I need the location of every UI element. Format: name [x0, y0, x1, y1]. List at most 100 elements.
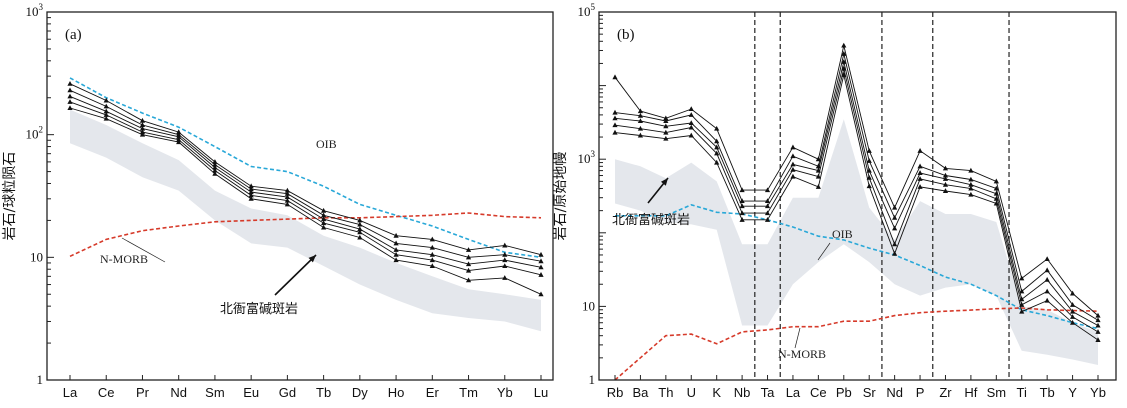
- x-tick-label: Th: [658, 385, 673, 400]
- sample-point: [321, 224, 327, 230]
- x-tick-label: Pr: [136, 385, 150, 400]
- sample-point: [139, 131, 146, 137]
- sample-point: [139, 129, 146, 135]
- sample-point: [465, 277, 472, 283]
- x-tick-label: Ta: [761, 385, 776, 400]
- nmorb-pointer: [794, 327, 801, 349]
- y-tick-label: 10: [30, 249, 43, 264]
- sample-point: [67, 99, 73, 104]
- sample-point: [357, 226, 363, 232]
- sample-point: [393, 251, 399, 257]
- sample-point: [538, 258, 544, 264]
- sample-point: [465, 254, 472, 260]
- sample-point: [212, 161, 218, 167]
- sample-point: [1044, 276, 1050, 282]
- y-tick-label: 102: [26, 125, 44, 142]
- sample-point: [815, 184, 821, 189]
- sample-point: [739, 203, 745, 209]
- sample-point: [139, 125, 146, 131]
- sample-point: [502, 257, 508, 263]
- sample-point: [538, 264, 544, 270]
- field-arrow: [274, 254, 317, 296]
- sample-point: [465, 261, 472, 267]
- sample-point: [866, 183, 872, 189]
- sample-point: [1044, 288, 1050, 294]
- sample-point: [968, 181, 974, 187]
- sample-point: [538, 291, 544, 297]
- sample-point: [1019, 275, 1025, 281]
- x-tick-label: Zr: [939, 385, 952, 400]
- y-tick-base: 1: [589, 372, 596, 387]
- sample-point: [1095, 329, 1101, 334]
- field-arrow-head: [660, 178, 668, 186]
- sample-point: [892, 225, 898, 231]
- x-tick-label: Eu: [243, 385, 259, 400]
- y-tick-label: 10: [582, 298, 595, 313]
- sample-line: [69, 107, 542, 295]
- y-tick-base: 10: [578, 151, 591, 166]
- sample-point: [841, 51, 847, 56]
- sample-point: [663, 135, 669, 141]
- x-tick-label: La: [786, 385, 801, 400]
- sample-point: [739, 198, 745, 204]
- sample-point: [538, 272, 544, 277]
- sample-point: [357, 229, 363, 235]
- sample-point: [714, 125, 720, 131]
- sample-point: [248, 189, 254, 195]
- x-tick-label: Tb: [1040, 385, 1055, 400]
- sample-point: [917, 184, 923, 189]
- nmorb-label: N-MORB: [100, 252, 148, 266]
- sample-point: [284, 197, 290, 203]
- sample-point: [103, 108, 109, 114]
- sample-point: [739, 210, 745, 216]
- nmorb-label: N-MORB: [778, 347, 826, 361]
- sample-point: [1069, 290, 1076, 296]
- sample-point: [637, 132, 644, 138]
- x-tick-label: Rb: [607, 385, 624, 400]
- sample-line: [69, 95, 542, 268]
- x-tick-label: Y: [1068, 385, 1077, 400]
- sample-point: [502, 263, 508, 268]
- sample-point: [993, 178, 999, 184]
- sample-point: [212, 170, 218, 176]
- sample-point: [393, 240, 399, 246]
- sample-point: [103, 112, 109, 117]
- x-tick-label: Ti: [1017, 385, 1027, 400]
- sample-point: [538, 251, 544, 257]
- sample-point: [103, 115, 109, 121]
- sample-point: [637, 125, 644, 131]
- y-axis-label: 岩石/原始地幔: [553, 152, 569, 241]
- sample-line: [69, 101, 542, 276]
- sample-line: [614, 61, 1099, 326]
- sample-point: [1019, 308, 1025, 314]
- sample-point: [357, 217, 363, 223]
- y-tick-exponent: 3: [591, 149, 596, 159]
- sample-point: [841, 42, 847, 48]
- sample-point: [637, 112, 644, 118]
- sample-point: [663, 123, 669, 129]
- y-tick-base: 10: [582, 298, 595, 313]
- sample-point: [688, 106, 694, 112]
- sample-point: [714, 150, 720, 156]
- plot-frame: [46, 11, 554, 381]
- sample-point: [321, 220, 327, 226]
- sample-point: [917, 148, 923, 153]
- n-morb-line: [614, 307, 1099, 381]
- sample-point: [248, 183, 254, 189]
- x-tick-label: Ce: [810, 385, 827, 400]
- y-tick-base: 10: [30, 249, 43, 264]
- sample-line: [614, 45, 1099, 316]
- y-tick-label: 1: [37, 372, 44, 387]
- oib-pointer: [817, 242, 831, 261]
- n-morb-line: [69, 212, 542, 258]
- sample-point: [465, 267, 472, 273]
- oib-line: [69, 77, 542, 259]
- x-tick-label: Yb: [497, 385, 513, 400]
- sample-point: [841, 65, 847, 71]
- sample-point: [688, 112, 694, 117]
- sample-point: [1095, 317, 1101, 323]
- sample-point: [968, 185, 974, 191]
- sample-point: [892, 204, 898, 210]
- sample-point: [212, 167, 218, 173]
